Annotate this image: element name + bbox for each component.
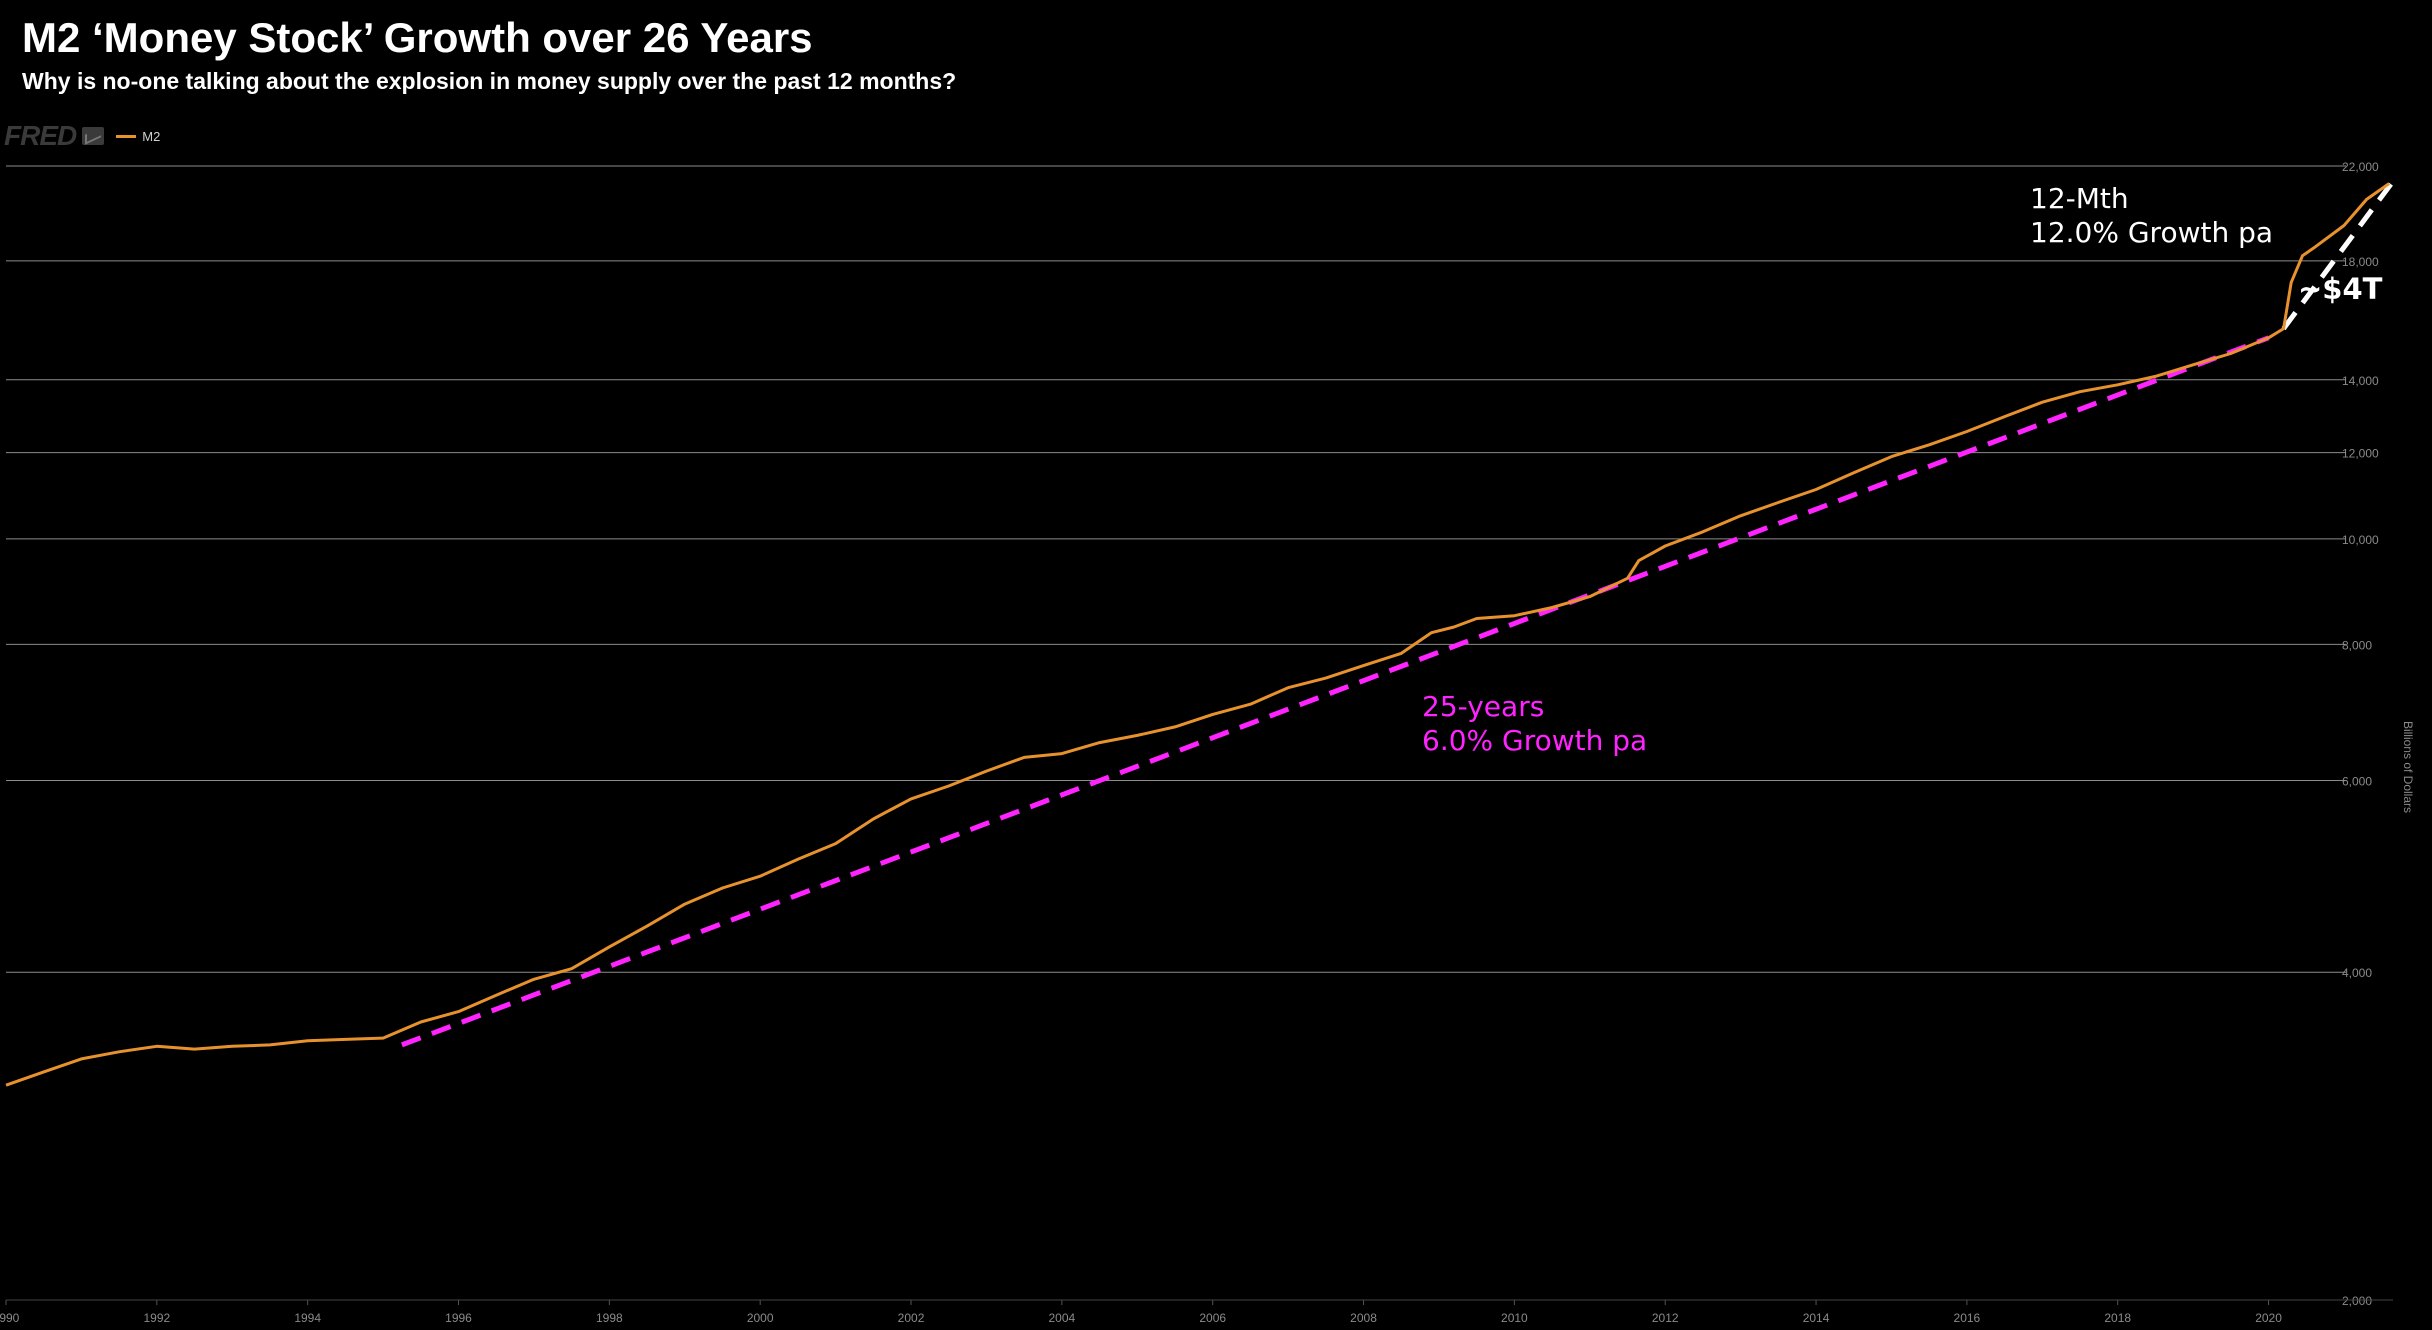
x-tick-1996: 1996 <box>445 1311 472 1325</box>
y-tick-4000: 4,000 <box>2342 966 2372 980</box>
x-tick-1990: 1990 <box>0 1311 20 1325</box>
y-tick-8000: 8,000 <box>2342 638 2372 652</box>
annotation-25-year: 25-years 6.0% Growth pa <box>1422 690 1647 758</box>
y-tick-22000: 22,000 <box>2342 160 2379 174</box>
x-tick-2012: 2012 <box>1652 1311 1679 1325</box>
y-tick-18000: 18,000 <box>2342 255 2379 269</box>
x-tick-2002: 2002 <box>898 1311 925 1325</box>
chart-title: M2 ‘Money Stock’ Growth over 26 Years <box>22 14 813 61</box>
y-axis-label: Billions of Dollars <box>2401 720 2415 814</box>
x-tick-2008: 2008 <box>1350 1311 1377 1325</box>
x-tick-2000: 2000 <box>747 1311 774 1325</box>
x-tick-2018: 2018 <box>2104 1311 2131 1325</box>
legend-swatch-m2 <box>116 134 137 138</box>
x-tick-2016: 2016 <box>1954 1311 1981 1325</box>
fred-chart-icon <box>82 127 105 145</box>
y-tick-2000: 2,000 <box>2342 1294 2372 1308</box>
x-tick-2014: 2014 <box>1803 1311 1830 1325</box>
annotation-25-year-line1: 25-years <box>1422 690 1545 723</box>
annotation-12-month: 12-Mth 12.0% Growth pa <box>2030 182 2273 250</box>
x-tick-2020: 2020 <box>2255 1311 2282 1325</box>
chart-subtitle: Why is no-one talking about the explosio… <box>22 68 957 94</box>
y-tick-12000: 12,000 <box>2342 447 2379 461</box>
annotation-gap-4t: ~$4T <box>2298 272 2383 306</box>
grid-layer <box>6 165 2346 1301</box>
x-tick-1994: 1994 <box>294 1311 321 1325</box>
trend-lines <box>401 179 2396 1048</box>
x-tick-1992: 1992 <box>143 1311 170 1325</box>
chart-legend: FRED M2 <box>4 120 160 152</box>
y-tick-10000: 10,000 <box>2342 533 2379 547</box>
x-tick-2004: 2004 <box>1049 1311 1076 1325</box>
trend-line-1 <box>401 335 2270 1048</box>
x-tick-1998: 1998 <box>596 1311 623 1325</box>
y-tick-14000: 14,000 <box>2342 374 2379 388</box>
annotation-12-month-line1: 12-Mth <box>2030 182 2129 215</box>
legend-label-m2: M2 <box>142 128 161 144</box>
x-tick-2010: 2010 <box>1501 1311 1528 1325</box>
fred-logo: FRED <box>4 120 77 151</box>
x-tick-2006: 2006 <box>1199 1311 1226 1325</box>
y-tick-6000: 6,000 <box>2342 774 2372 788</box>
series-lines <box>5 182 2391 1087</box>
y-tick-labels: 2,000 4,000 6,000 8,000 10,000 12,000 14,000 18… <box>2342 160 2379 1308</box>
annotation-25-year-line2: 6.0% Growth pa <box>1422 724 1648 757</box>
series-line-m2 <box>5 182 2391 1087</box>
x-tick-labels: 1990 1992 1994 1996 1998 2000 2002 2004 2006 2008… <box>0 1299 2393 1325</box>
annotation-12-month-line2: 12.0% Growth pa <box>2030 216 2274 249</box>
